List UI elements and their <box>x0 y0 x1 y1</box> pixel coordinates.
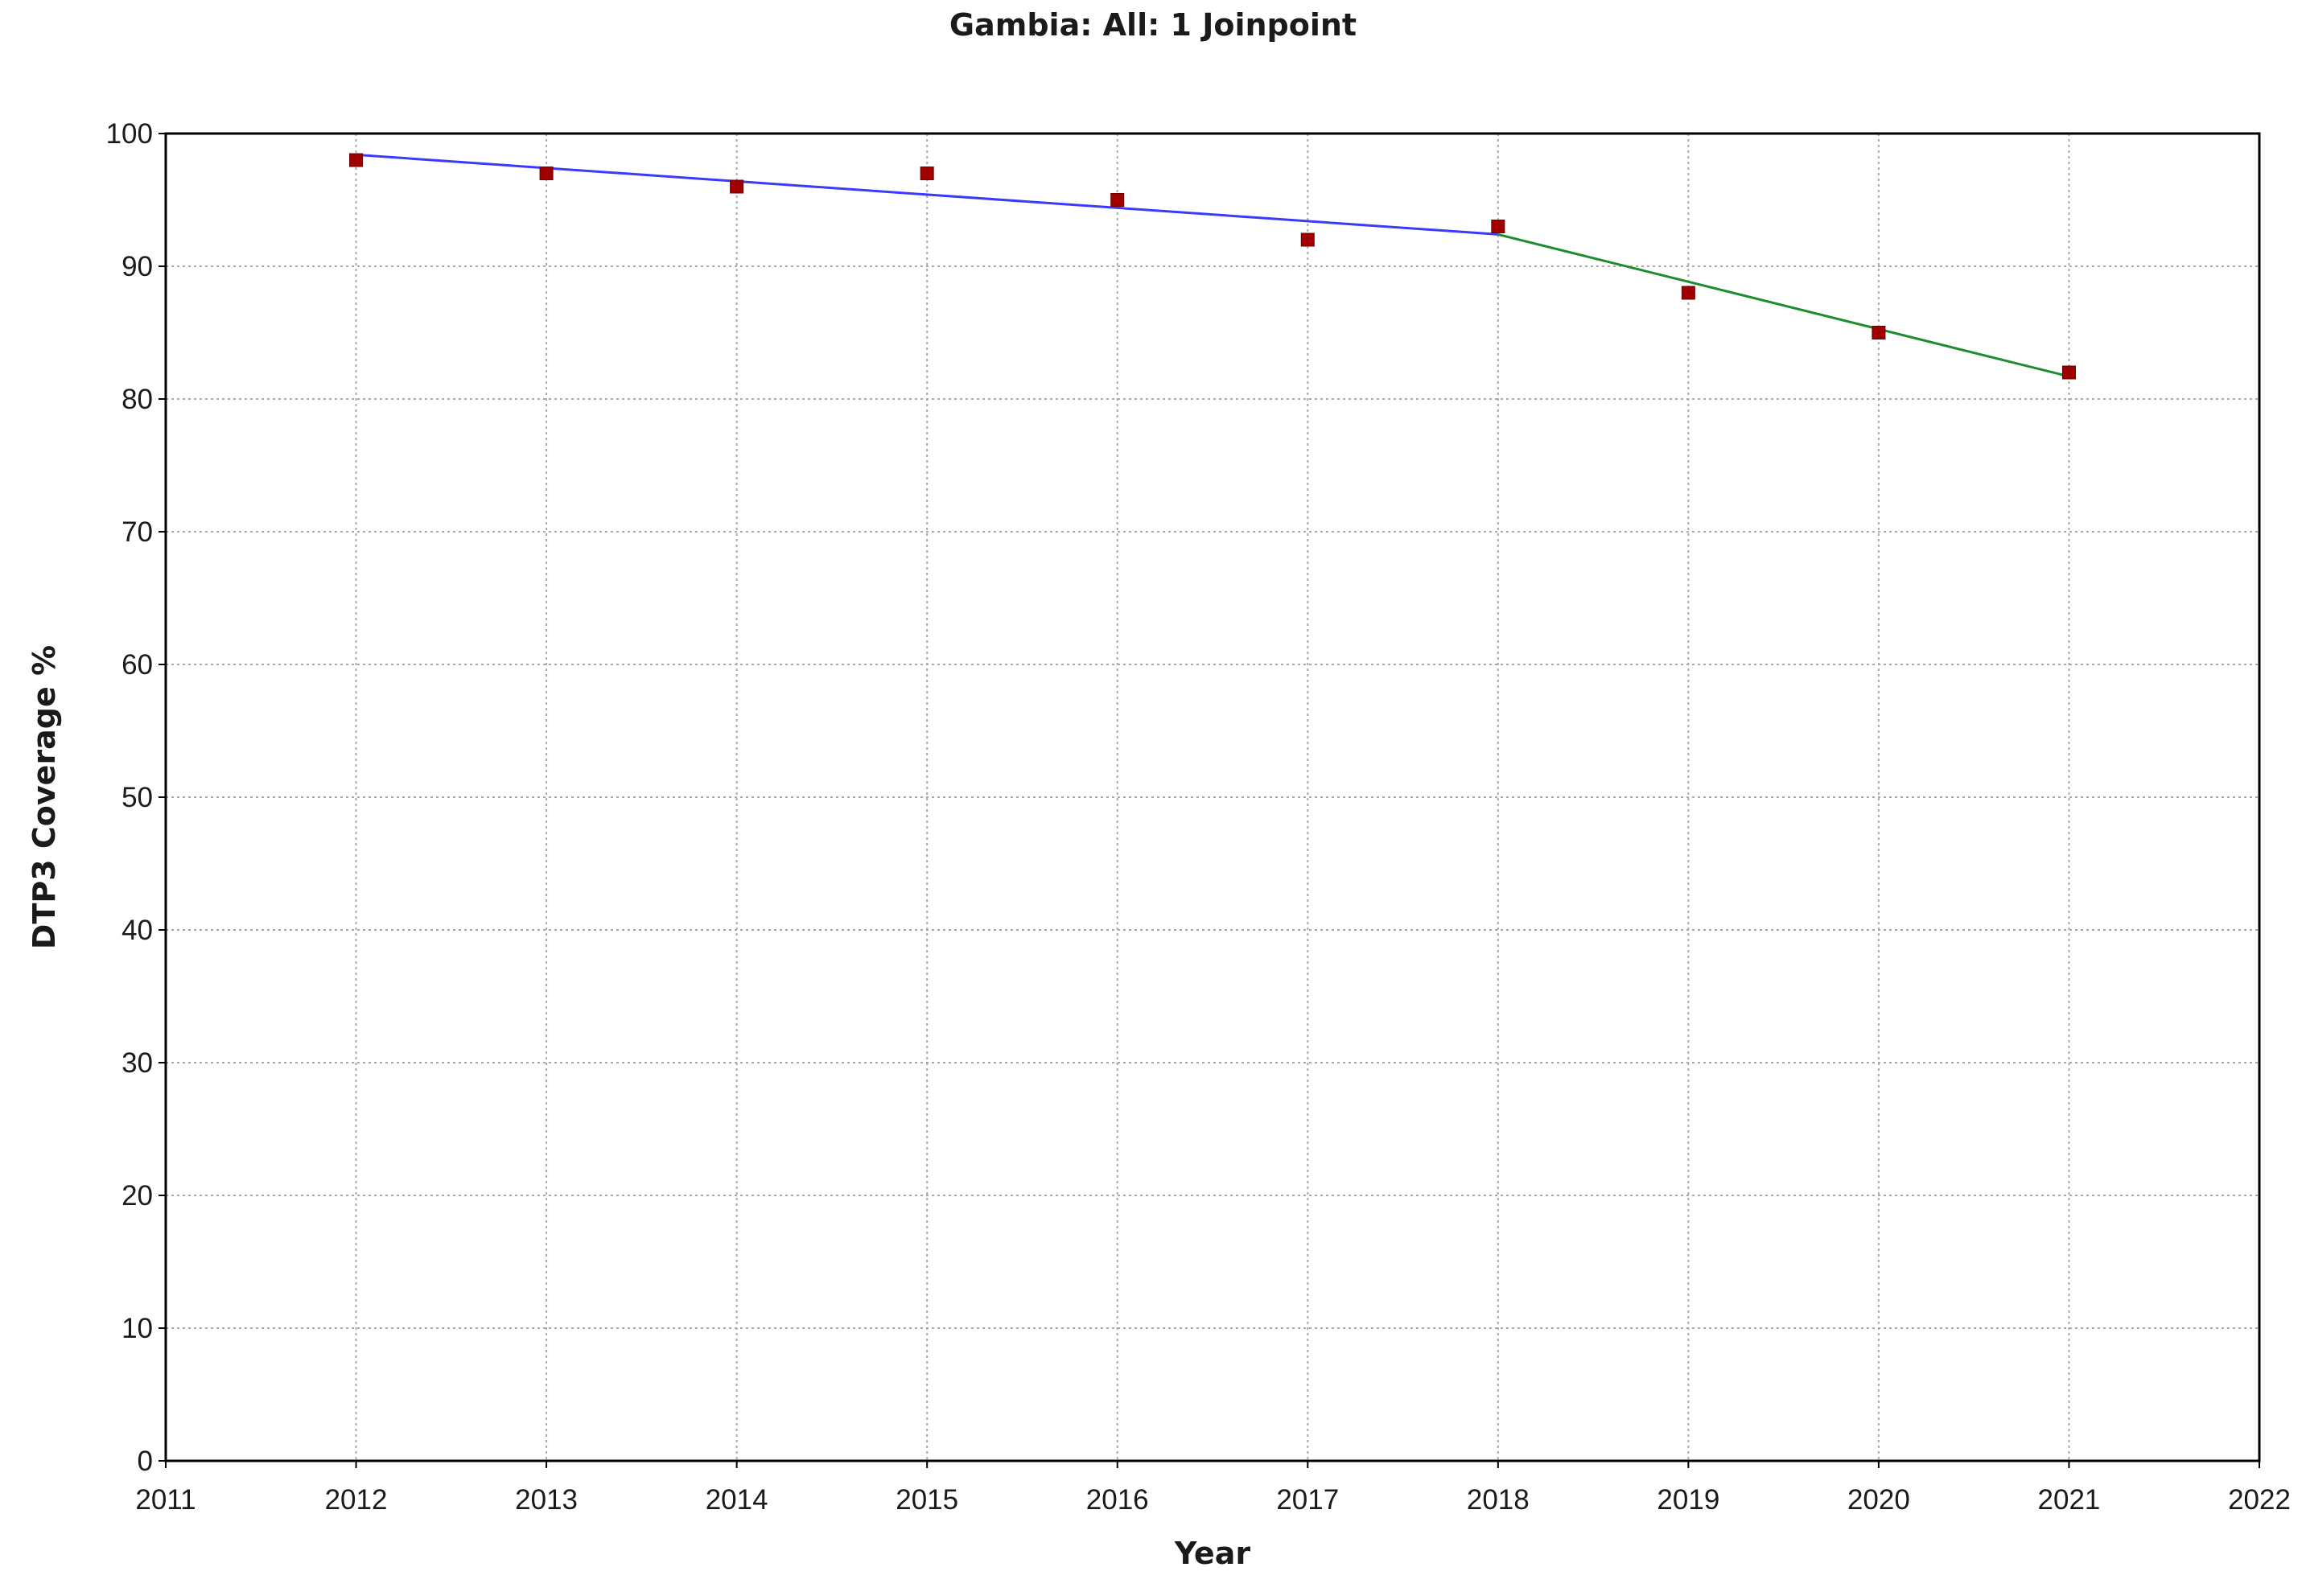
x-tick-label: 2020 <box>1847 1484 1910 1516</box>
y-axis-ticks: 0 10 20 30 40 50 60 70 80 90 100 <box>106 118 166 1477</box>
y-tick-label: 50 <box>121 782 153 813</box>
observed-point <box>920 167 934 180</box>
y-tick-label: 10 <box>121 1313 153 1344</box>
observed-point <box>539 167 554 180</box>
y-tick-label: 80 <box>121 384 153 415</box>
observed-points <box>349 153 2076 380</box>
x-tick-label: 2011 <box>135 1484 196 1516</box>
y-tick-label: 90 <box>121 251 153 282</box>
y-tick-label: 0 <box>138 1446 153 1477</box>
observed-point <box>349 153 364 167</box>
y-tick-label: 30 <box>121 1047 153 1079</box>
observed-point <box>1681 286 1695 300</box>
x-tick-label: 2015 <box>896 1484 958 1516</box>
observed-point <box>730 179 744 194</box>
observed-point <box>1491 220 1505 233</box>
observed-point <box>1872 326 1886 339</box>
x-tick-label: 2018 <box>1467 1484 1530 1516</box>
x-tick-label: 2016 <box>1086 1484 1149 1516</box>
y-tick-label: 60 <box>121 649 153 681</box>
x-tick-label: 2014 <box>706 1484 768 1516</box>
y-tick-label: 40 <box>121 915 153 946</box>
plot-area <box>164 132 2261 1462</box>
x-tick-label: 2017 <box>1276 1484 1339 1516</box>
trend-segment-line <box>1497 232 2069 378</box>
x-axis-ticks: 2011 2012 2013 2014 2015 2016 2017 2018 2019 2020… <box>135 1461 2291 1516</box>
grid-lines <box>166 134 2259 1461</box>
x-tick-label: 2012 <box>325 1484 388 1516</box>
y-tick-label: 100 <box>106 118 153 150</box>
observed-point <box>1110 193 1125 207</box>
x-tick-label: 2021 <box>2038 1484 2101 1516</box>
observed-point <box>1300 232 1315 247</box>
y-tick-label: 70 <box>121 516 153 548</box>
x-tick-label: 2022 <box>2228 1484 2291 1516</box>
x-tick-label: 2013 <box>515 1484 578 1516</box>
y-axis-title: DTP3 Coverage % <box>27 645 62 949</box>
chart-title: Gambia: All: 1 Joinpoint <box>949 7 1357 43</box>
x-axis-title: Year <box>1174 1536 1250 1571</box>
x-tick-label: 2019 <box>1657 1484 1719 1516</box>
y-tick-label: 20 <box>121 1180 153 1211</box>
observed-point <box>2061 365 2076 380</box>
